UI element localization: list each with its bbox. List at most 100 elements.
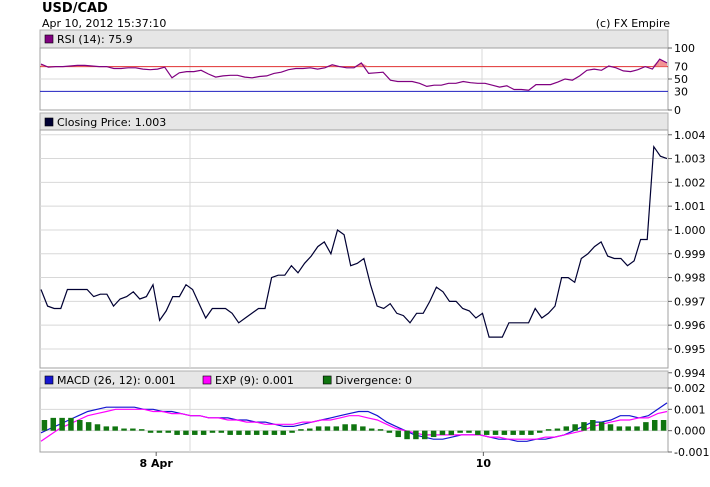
divergence-bar: [68, 417, 74, 431]
divergence-bar: [598, 422, 605, 431]
divergence-bar: [616, 426, 623, 431]
x-tick-label-1: 10: [476, 457, 492, 470]
legend-label-0-0: RSI (14): 75.9: [57, 33, 133, 46]
divergence-bar: [368, 428, 375, 431]
divergence-bar: [138, 429, 145, 431]
y-tick-label-1-6: 1.000: [674, 224, 706, 237]
divergence-bar: [492, 430, 499, 435]
divergence-bar: [590, 420, 596, 431]
divergence-bar: [457, 430, 463, 433]
divergence-bar: [660, 420, 667, 431]
divergence-bar: [262, 430, 269, 435]
y-tick-label-2-1: 0.000: [674, 425, 706, 438]
divergence-bar: [607, 424, 614, 431]
divergence-bar: [634, 426, 640, 431]
chart-timestamp: Apr 10, 2012 15:37:10: [42, 17, 167, 30]
copyright-label: (c) FX Empire: [595, 17, 670, 30]
divergence-bar: [377, 429, 384, 431]
y-tick-label-1-7: 1.001: [674, 200, 706, 213]
y-tick-label-1-8: 1.002: [674, 176, 706, 189]
divergence-bar: [271, 430, 278, 435]
plot-area-2: [39, 387, 669, 453]
y-tick-label-2-3: 0.002: [674, 382, 706, 395]
divergence-bar: [156, 430, 163, 433]
divergence-bar: [439, 430, 446, 435]
divergence-bar: [528, 430, 534, 435]
divergence-bar: [227, 430, 233, 435]
divergence-bar: [103, 426, 110, 431]
divergence-bar: [165, 430, 171, 433]
divergence-bar: [121, 428, 127, 431]
reference-label-30: 30: [674, 85, 688, 98]
divergence-bar: [324, 426, 331, 431]
legend-swatch-2-2: [322, 375, 332, 385]
legend-bar-0: [39, 29, 669, 49]
y-tick-label-0-1: 50: [674, 73, 688, 86]
divergence-bar: [236, 430, 242, 435]
legend-swatch-0-0: [44, 34, 54, 44]
divergence-bar: [192, 430, 198, 435]
divergence-bar: [466, 430, 472, 433]
legend-swatch-1-0: [44, 117, 54, 127]
legend-swatch-2-0: [44, 375, 54, 385]
divergence-bar: [289, 430, 295, 433]
divergence-bar: [280, 430, 286, 435]
divergence-bar: [307, 428, 313, 431]
legend-label-1-0: Closing Price: 1.003: [57, 116, 166, 129]
legend-label-2-1: EXP (9): 0.001: [215, 374, 294, 387]
divergence-bar: [112, 426, 118, 431]
divergence-bar: [448, 430, 455, 435]
divergence-bar: [77, 420, 83, 431]
y-tick-label-1-1: 0.995: [674, 343, 706, 356]
divergence-bar: [315, 426, 322, 431]
y-tick-label-1-10: 1.004: [674, 129, 706, 142]
y-tick-label-2-0: -0.001: [674, 446, 709, 459]
series-line-2-1: [40, 408, 668, 442]
legend-label-2-2: Divergence: 0: [335, 374, 412, 387]
divergence-bar: [59, 417, 65, 431]
divergence-bar: [545, 429, 552, 431]
divergence-bar: [41, 420, 48, 431]
divergence-bar: [386, 430, 393, 433]
divergence-bar: [395, 430, 401, 438]
divergence-bar: [253, 430, 260, 435]
divergence-bar: [85, 422, 92, 431]
divergence-bar: [572, 424, 578, 431]
divergence-bar: [351, 424, 357, 431]
y-tick-label-1-9: 1.003: [674, 153, 706, 166]
divergence-bar: [581, 422, 587, 431]
chart-title: USD/CAD: [42, 1, 108, 16]
divergence-bar: [183, 430, 189, 435]
divergence-bar: [174, 430, 180, 435]
rsi-overbought-fill: [659, 59, 667, 67]
legend-label-2-0: MACD (26, 12): 0.001: [57, 374, 176, 387]
divergence-bar: [209, 430, 216, 433]
divergence-bar: [651, 420, 658, 431]
divergence-bar: [563, 426, 570, 431]
divergence-bar: [483, 430, 490, 435]
series-line-1-0: [40, 144, 668, 338]
divergence-bar: [94, 424, 101, 431]
divergence-bar: [130, 428, 136, 431]
divergence-bar: [404, 430, 410, 440]
divergence-bar: [342, 424, 348, 431]
divergence-bar: [422, 430, 428, 440]
reference-label-70: 70: [674, 61, 688, 74]
y-tick-label-1-0: 0.994: [674, 367, 706, 380]
divergence-bar: [475, 430, 481, 435]
divergence-bar: [430, 430, 437, 438]
divergence-bar: [537, 430, 543, 433]
divergence-bar: [643, 422, 649, 431]
divergence-bar: [50, 417, 57, 431]
y-tick-label-0-2: 100: [674, 42, 695, 55]
series-line-0-0: [40, 58, 668, 91]
plot-area-1: [39, 129, 669, 369]
legend-swatch-2-1: [202, 375, 212, 385]
divergence-bar: [554, 428, 561, 431]
divergence-bar: [519, 430, 525, 435]
y-tick-label-1-5: 0.999: [674, 248, 706, 261]
divergence-bar: [360, 426, 366, 431]
divergence-bar: [298, 429, 304, 431]
y-tick-label-0-0: 0: [674, 104, 681, 117]
